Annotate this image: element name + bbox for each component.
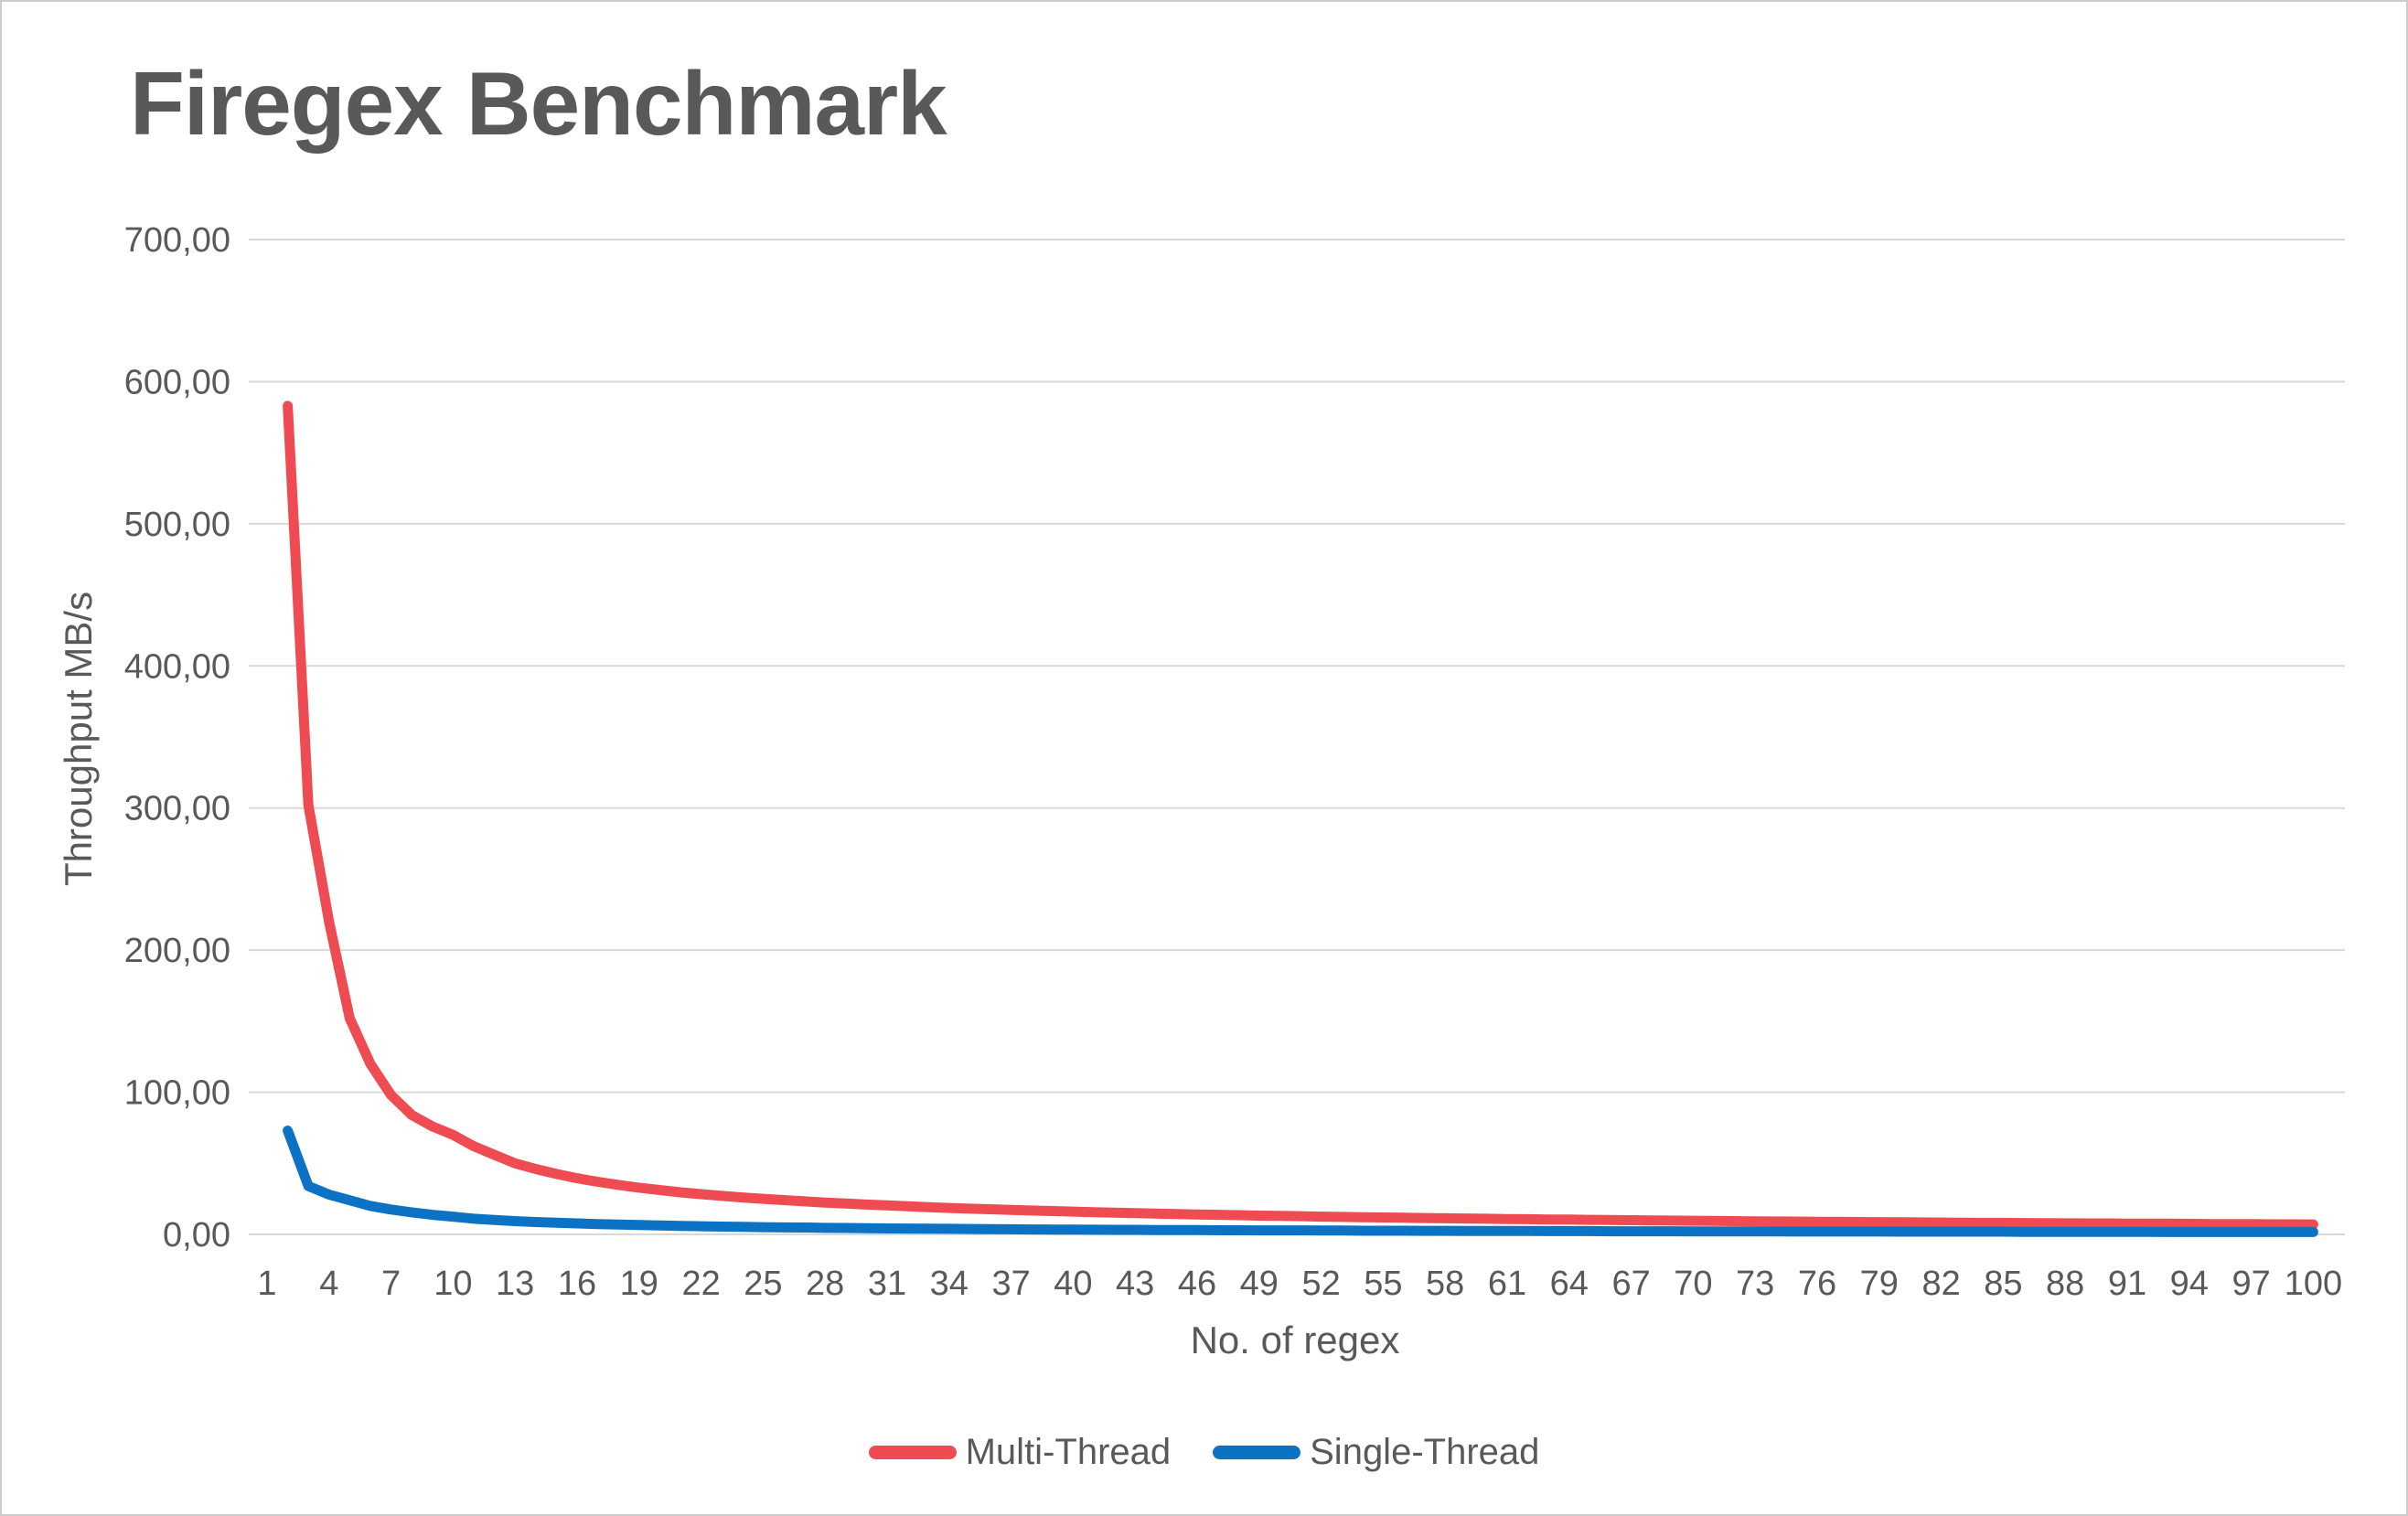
legend-label-multi-thread: Multi-Thread [965,1432,1172,1472]
x-tick-label: 28 [806,1265,844,1303]
y-tick-label: 200,00 [124,932,230,970]
x-axis-title: No. of regex [1190,1318,1400,1361]
x-tick-label: 43 [1116,1265,1154,1303]
legend-swatch-multi-thread [868,1446,957,1459]
x-tick-label: 16 [558,1265,596,1303]
y-tick-label: 500,00 [124,506,230,544]
x-tick-label: 67 [1611,1265,1650,1303]
x-tick-label: 88 [2046,1265,2084,1303]
x-tick-label: 76 [1798,1265,1836,1303]
x-tick-label: 82 [1921,1265,1960,1303]
y-axis-title: Throughput MB/s [57,591,100,887]
y-tick-label: 400,00 [124,647,230,686]
x-tick-label: 19 [620,1265,658,1303]
x-tick-label: 94 [2170,1265,2209,1303]
x-tick-label: 1 [257,1265,276,1303]
x-tick-label: 73 [1736,1265,1774,1303]
x-tick-label: 49 [1240,1265,1279,1303]
x-tick-label: 52 [1301,1265,1340,1303]
x-tick-label: 34 [930,1265,969,1303]
x-tick-label: 97 [2231,1265,2270,1303]
y-tick-label: 0,00 [163,1216,230,1254]
x-tick-label: 46 [1178,1265,1216,1303]
x-tick-label: 58 [1426,1265,1464,1303]
x-tick-label: 100 [2285,1265,2342,1303]
y-tick-label: 600,00 [124,363,230,401]
x-tick-label: 40 [1054,1265,1092,1303]
series-line-multi-thread [283,400,2318,1230]
x-tick-label: 64 [1550,1265,1589,1303]
x-tick-label: 91 [2108,1265,2146,1303]
legend-label-single-thread: Single-Thread [1310,1432,1540,1472]
x-tick-label: 31 [868,1265,906,1303]
x-tick-label: 79 [1860,1265,1899,1303]
x-tick-label: 85 [1984,1265,2022,1303]
x-tick-label: 37 [991,1265,1030,1303]
x-tick-label: 7 [381,1265,401,1303]
y-tick-label: 700,00 [124,221,230,260]
legend-item-multi-thread: Multi-Thread [868,1432,1172,1473]
y-tick-label: 100,00 [124,1074,230,1113]
x-tick-label: 4 [319,1265,338,1303]
x-tick-label: 10 [433,1265,472,1303]
legend: Multi-Thread Single-Thread [2,1432,2406,1473]
x-tick-label: 70 [1674,1265,1712,1303]
series-line-single-thread [283,1126,2318,1237]
chart-title: Firegex Benchmark [130,53,947,154]
y-tick-label: 300,00 [124,790,230,828]
x-tick-label: 25 [744,1265,782,1303]
legend-item-single-thread: Single-Thread [1213,1432,1539,1473]
x-tick-label: 55 [1364,1265,1402,1303]
legend-swatch-single-thread [1213,1446,1301,1459]
x-tick-label: 13 [496,1265,534,1303]
x-tick-label: 61 [1488,1265,1526,1303]
x-tick-label: 22 [681,1265,720,1303]
